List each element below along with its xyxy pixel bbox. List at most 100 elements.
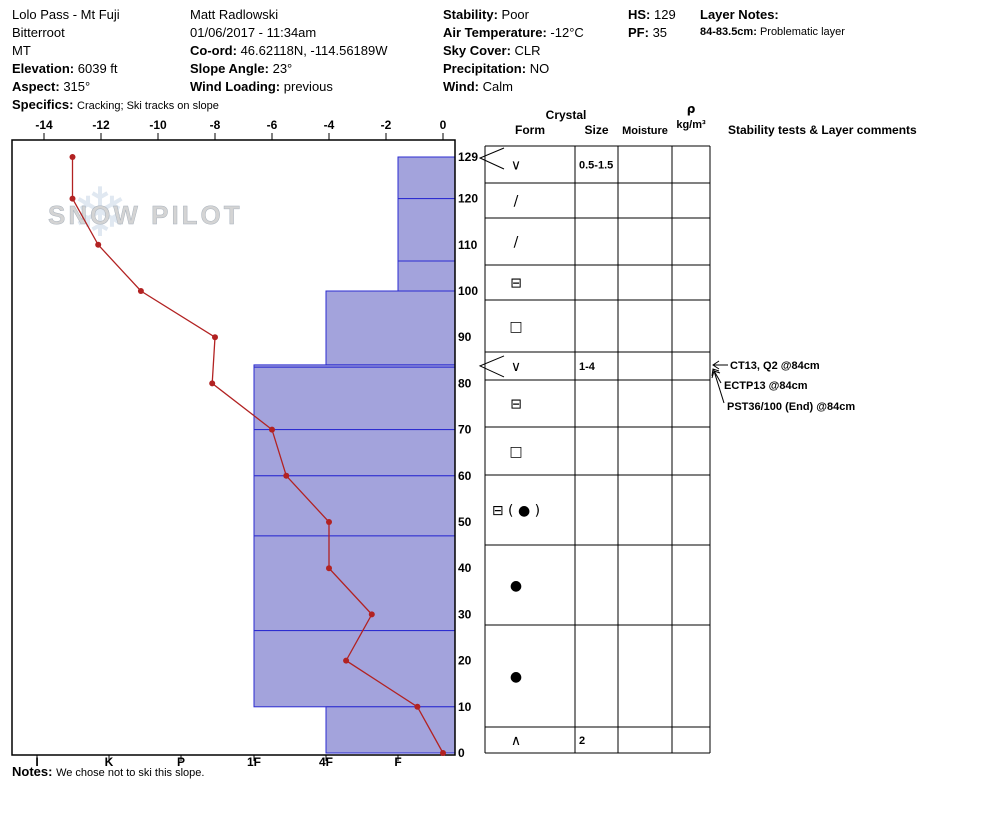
pit-notes: Notes: We chose not to ski this slope.: [12, 764, 205, 779]
temperature-point: [326, 519, 332, 525]
form-header: Form: [515, 123, 545, 137]
size-header: Size: [584, 123, 608, 137]
wind: Wind: Calm: [443, 79, 513, 94]
header-site: Lolo Pass - Mt Fuji Bitterroot MT Elevat…: [12, 6, 219, 115]
crystal-form-symbol-rounds: ●: [510, 669, 522, 685]
temperature-point: [343, 657, 350, 664]
chart-frame: [11, 139, 456, 756]
stability-test-pst: PST36/100 (End) @84cm: [727, 401, 855, 413]
depth-axis-label: 30: [458, 607, 472, 621]
comments-header: Stability tests & Layer comments: [728, 123, 917, 137]
hardness-layer-bar: [325, 706, 456, 754]
crystal-form-symbol-decomposing-fragments: /: [514, 235, 519, 251]
hardness-axis-label: P: [177, 755, 185, 769]
slope-angle: Slope Angle: 23°: [190, 61, 293, 76]
hardness-axis-label: I: [35, 755, 38, 769]
depth-axis-label: 120: [458, 192, 478, 206]
temp-axis-label: -12: [92, 118, 110, 132]
crystal-form-symbol-surface-hoar: ∨: [511, 359, 521, 375]
crystal-form-symbol-facets: □: [509, 444, 522, 460]
crystal-form-symbol-facets: □: [509, 319, 522, 335]
hardness-axis-label: 4F: [319, 755, 333, 769]
temp-axis-label: -6: [267, 118, 278, 132]
crystal-form-symbol-rounding-facets-with-rounds: ⊟ ( ● ): [492, 503, 540, 519]
depth-axis-label: 50: [458, 515, 472, 529]
temperature-point: [212, 334, 218, 341]
hardness-layer-bar: [253, 535, 456, 632]
depth-axis-label: 60: [458, 469, 472, 483]
hardness-layer-bar: [397, 198, 456, 262]
temperature-point: [414, 703, 421, 710]
moisture-header: Moisture: [622, 125, 668, 137]
crystal-form-symbol-rounding-facets: ⊟: [510, 397, 522, 413]
wind-loading: Wind Loading: previous: [190, 79, 333, 94]
stability-rating: Stability: Poor: [443, 7, 529, 22]
density-header: ρ: [687, 102, 696, 116]
coordinates: Co-ord: 46.62118N, -114.56189W: [190, 43, 388, 58]
crystal-form-symbol-depth-hoar: ∧: [511, 733, 521, 749]
depth-axis-label: 90: [458, 330, 472, 344]
depth-axis-label: 20: [458, 654, 472, 668]
header-totals: HS: 129 PF: 35: [628, 6, 676, 42]
temp-axis-label: -2: [381, 118, 392, 132]
precipitation: Precipitation: NO: [443, 61, 550, 76]
test-arrowhead: [711, 370, 721, 379]
hardness-axis-label: K: [105, 755, 114, 769]
temperature-point: [69, 195, 76, 202]
site-range: Bitterroot: [12, 25, 65, 40]
crystal-form-symbol-rounds: ●: [510, 578, 522, 594]
layer-connector-arrow: [478, 147, 505, 170]
stability-test-ect: ECTP13 @84cm: [724, 380, 808, 392]
temperature-point: [326, 565, 332, 572]
density-unit-header: kg/m³: [676, 119, 706, 131]
air-temperature: Air Temperature: -12°C: [443, 25, 584, 40]
temperature-point: [368, 611, 375, 618]
hardness-layer-bar: [253, 475, 456, 537]
depth-axis-label: 0: [458, 746, 465, 760]
header-layer-notes: Layer Notes: 84-83.5cm: Problematic laye…: [700, 6, 845, 40]
temp-axis-label: 0: [440, 118, 447, 132]
depth-axis-label: 100: [458, 284, 478, 298]
temperature-point: [69, 154, 76, 160]
test-arrowhead: [711, 368, 720, 377]
crystal-form-symbol-decomposing-fragments: /: [514, 194, 519, 210]
observation-datetime: 01/06/2017 - 11:34am: [190, 25, 317, 40]
hardness-layer-bar: [325, 290, 456, 366]
temp-axis-label: -8: [210, 118, 221, 132]
hardness-layer-bar: [397, 260, 456, 292]
test-arrow: [713, 370, 725, 404]
depth-axis-label: 70: [458, 423, 472, 437]
depth-axis-label: 129: [458, 150, 478, 164]
header-conditions: Stability: Poor Air Temperature: -12°C S…: [443, 6, 584, 96]
header-observer: Matt Radlowski 01/06/2017 - 11:34am Co-o…: [190, 6, 388, 96]
hardness-axis-label: F: [394, 755, 401, 769]
layer-notes-title: Layer Notes:: [700, 7, 779, 22]
layer-connector-arrow: [478, 355, 505, 378]
hardness-axis-label: 1F: [247, 755, 261, 769]
temperature-point: [209, 380, 216, 387]
site-title: Lolo Pass - Mt Fuji: [12, 7, 120, 22]
site-state: MT: [12, 43, 31, 58]
hardness-layer-bar: [397, 156, 456, 200]
site-specifics: Specifics: Cracking; Ski tracks on slope: [12, 97, 219, 112]
crystal-header: Crystal: [546, 108, 587, 122]
watermark-text: SNOW PILOT: [48, 200, 243, 230]
temperature-profile-line: [71, 157, 444, 754]
observer-name: Matt Radlowski: [190, 7, 279, 22]
depth-axis-label: 10: [458, 700, 472, 714]
stability-test-ct: CT13, Q2 @84cm: [730, 360, 820, 372]
hardness-layer-bar: [253, 630, 456, 708]
temperature-point: [440, 750, 446, 756]
depth-axis-label: 80: [458, 376, 472, 390]
temperature-point: [283, 472, 290, 479]
site-elevation: Elevation: 6039 ft: [12, 61, 118, 76]
temp-axis-label: -14: [35, 118, 53, 132]
crystal-size-value: 1-4: [579, 361, 596, 373]
hardness-layer-bar: [253, 366, 456, 431]
crystal-form-symbol-surface-hoar: ∨: [511, 158, 521, 174]
temperature-point: [95, 241, 102, 248]
temperature-point: [137, 288, 144, 294]
temp-axis-label: -4: [324, 118, 335, 132]
